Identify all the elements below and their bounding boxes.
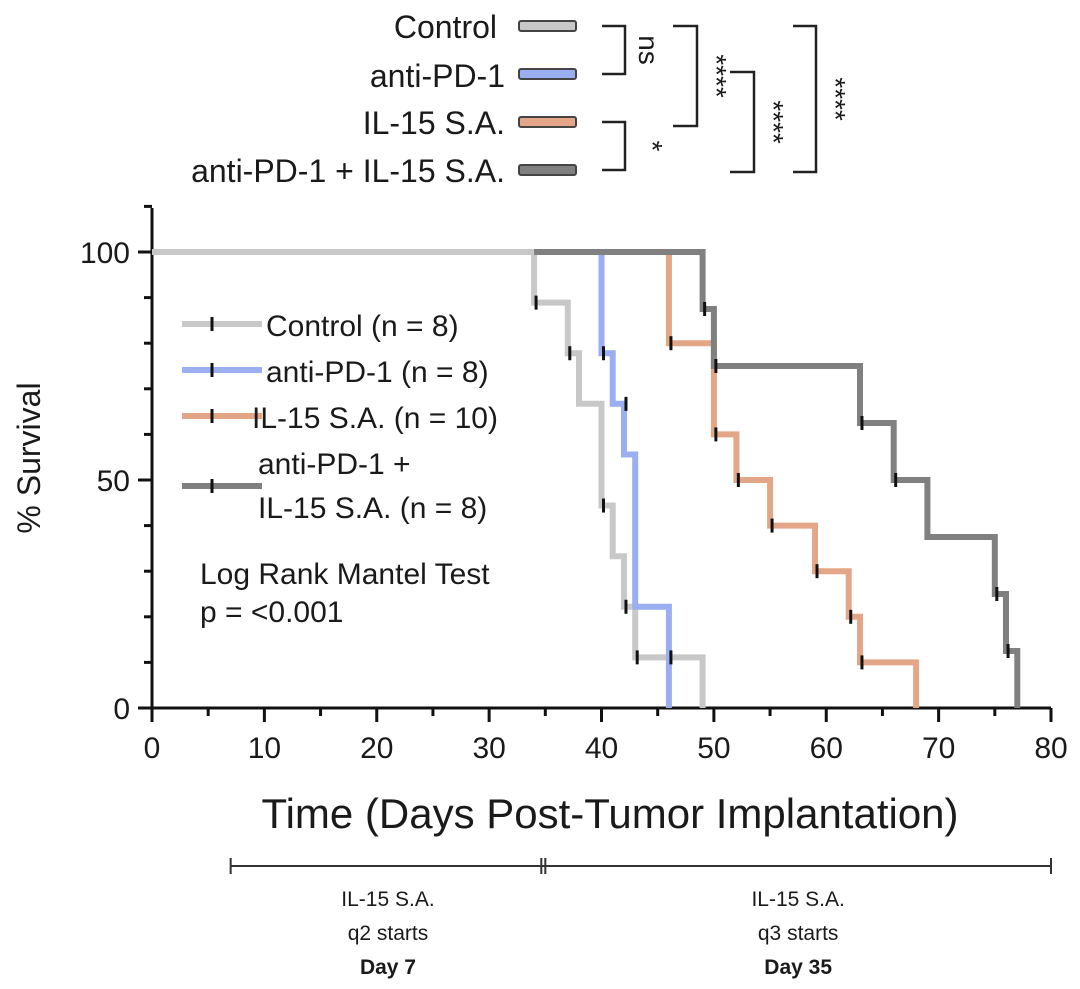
- series-line-4: [534, 249, 1021, 708]
- schedule-1-line1: IL-15 S.A.: [341, 888, 434, 911]
- sig-legend-label-combo: anti-PD-1 + IL-15 S.A.: [191, 153, 505, 189]
- schedule-2-line3: Day 35: [764, 956, 832, 979]
- x-tick-label: 70: [922, 732, 955, 765]
- bracket-4star-1: [673, 24, 699, 128]
- x-tick-label: 60: [810, 732, 843, 765]
- schedule-1-line3: Day 7: [360, 956, 416, 979]
- y-tick-label: 50: [97, 465, 130, 498]
- legend-label-il15: IL-15 S.A. (n = 10): [252, 402, 498, 435]
- schedule-timeline: IL-15 S.A. q2 starts Day 7 IL-15 S.A. q3…: [229, 858, 1052, 979]
- x-tick-label: 20: [360, 732, 393, 765]
- x-tick-label: 0: [144, 732, 161, 765]
- sig-legend-label-anti-pd1: anti-PD-1: [370, 58, 505, 94]
- bracket-4star-2-label: ****: [758, 100, 789, 144]
- x-tick-label: 10: [248, 732, 281, 765]
- series-line-1: [152, 249, 706, 708]
- bracket-ns-label: ns: [633, 35, 664, 65]
- bracket-ns: [602, 24, 627, 76]
- sig-legend-swatch-il15: [518, 116, 577, 128]
- bracket-4star-3: [793, 24, 818, 174]
- stat-test-label: Log Rank Mantel Test: [200, 558, 490, 591]
- bracket-star-label: *: [637, 141, 668, 152]
- sig-legend-swatch-control: [518, 20, 577, 32]
- schedule-2-line2: q3 starts: [758, 922, 839, 945]
- x-ticks: 0 10 20 30 40 50 60 70 80: [144, 708, 1068, 765]
- bracket-star: [602, 120, 627, 172]
- y-ticks: 0 50 100: [80, 204, 152, 726]
- legend-label-combo-line2: IL-15 S.A. (n = 8): [258, 492, 487, 525]
- sig-legend-label-il15: IL-15 S.A.: [363, 105, 505, 141]
- schedule-2-line1: IL-15 S.A.: [751, 888, 844, 911]
- legend-label-anti-pd1: anti-PD-1 (n = 8): [266, 356, 489, 389]
- x-tick-label: 40: [585, 732, 618, 765]
- sig-legend-label-control: Control: [394, 9, 497, 45]
- series-layer: [152, 249, 1021, 708]
- bracket-4star-1-label: ****: [701, 54, 732, 98]
- y-tick-label: 100: [80, 237, 130, 270]
- axes: 0 50 100 0 10 20 30 40 50 60 70 80: [80, 204, 1068, 765]
- schedule-1-line2: q2 starts: [348, 922, 429, 945]
- legend-label-control: Control (n = 8): [266, 310, 459, 343]
- sig-legend-swatch-combo: [518, 164, 577, 176]
- bracket-4star-2: [730, 70, 756, 174]
- bracket-4star-3-label: ****: [820, 77, 851, 121]
- y-axis-title: % Survival: [11, 382, 47, 533]
- significance-legend: Control anti-PD-1 IL-15 S.A. anti-PD-1 +…: [191, 9, 851, 189]
- legend-label-combo-line1: anti-PD-1 +: [258, 448, 411, 481]
- x-tick-label: 50: [697, 732, 730, 765]
- x-tick-label: 30: [472, 732, 505, 765]
- series-line-2: [598, 252, 672, 708]
- sig-legend-swatch-anti-pd1: [518, 68, 577, 80]
- series-line-3: [534, 249, 920, 708]
- stat-test-pvalue: p = <0.001: [200, 596, 343, 629]
- x-tick-label: 80: [1034, 732, 1067, 765]
- y-tick-label: 0: [113, 693, 130, 726]
- inner-legend: Control (n = 8) anti-PD-1 (n = 8) IL-15 …: [182, 310, 498, 525]
- x-axis-title: Time (Days Post-Tumor Implantation): [261, 790, 958, 837]
